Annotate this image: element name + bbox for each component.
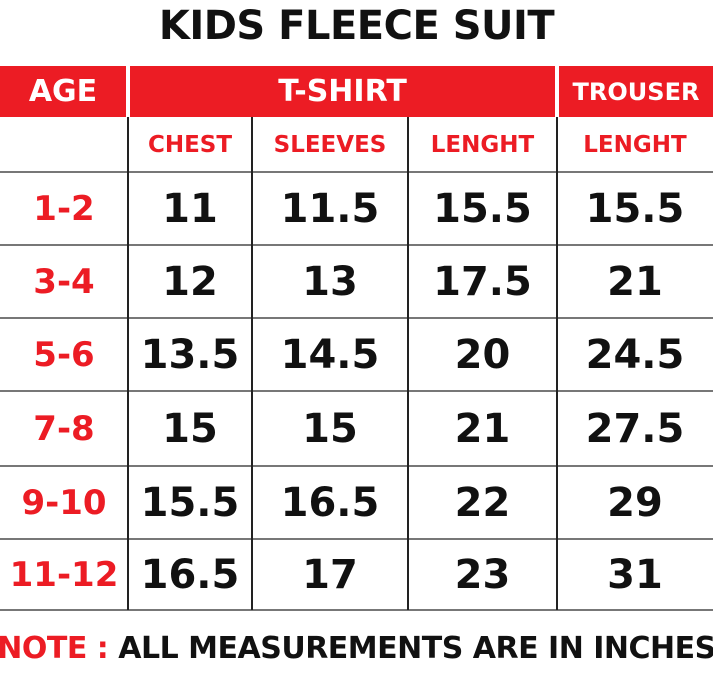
value-cell: 23 — [454, 551, 511, 598]
value-cell: 31 — [607, 551, 663, 598]
row-line — [0, 538, 713, 540]
row-line — [0, 465, 713, 467]
value-cell: 14.5 — [280, 331, 380, 378]
row-line — [0, 317, 713, 319]
header-cell: T-SHIRT — [130, 66, 555, 117]
age-cell: 1-2 — [33, 188, 95, 229]
value-cell: 11.5 — [280, 185, 380, 232]
value-cell: 13 — [302, 258, 358, 305]
subheader-cell: SLEEVES — [273, 131, 387, 158]
value-cell: 15 — [302, 405, 358, 452]
title: KIDS FLEECE SUIT — [158, 3, 555, 49]
note-label: NOTE : — [0, 630, 109, 666]
age-cell: 5-6 — [33, 334, 95, 375]
value-cell: 13.5 — [140, 331, 240, 378]
subheader-cell: CHEST — [147, 131, 233, 158]
value-cell: 15.5 — [585, 185, 685, 232]
note: NOTE : ALL MEASUREMENTS ARE IN INCHES — [0, 622, 713, 673]
value-cell: 22 — [454, 479, 511, 526]
age-cell: 7-8 — [33, 408, 95, 449]
row-line — [0, 390, 713, 392]
value-cell: 16.5 — [140, 551, 240, 598]
value-cell: 17.5 — [433, 258, 532, 305]
value-cell: 20 — [454, 331, 511, 378]
value-cell: 24.5 — [585, 331, 685, 378]
age-cell: 11-12 — [9, 554, 119, 595]
header-cell: AGE — [0, 66, 126, 117]
column-line — [251, 117, 253, 610]
column-line — [407, 117, 409, 610]
value-cell: 17 — [302, 551, 358, 598]
value-cell: 12 — [162, 258, 218, 305]
column-line — [127, 117, 129, 610]
value-cell: 21 — [607, 258, 663, 305]
age-cell: 9-10 — [21, 482, 107, 523]
value-cell: 15.5 — [433, 185, 532, 232]
header-cell: TROUSER — [559, 66, 713, 117]
subheader-cell: LENGHT — [430, 131, 535, 158]
value-cell: 21 — [454, 405, 511, 452]
note-text: ALL MEASUREMENTS ARE IN INCHES — [118, 630, 713, 666]
subheader-cell: LENGHT — [583, 131, 687, 158]
row-line — [0, 609, 713, 611]
value-cell: 16.5 — [280, 479, 380, 526]
value-cell: 15.5 — [140, 479, 240, 526]
age-cell: 3-4 — [33, 261, 95, 302]
row-line — [0, 244, 713, 246]
value-cell: 11 — [162, 185, 218, 232]
value-cell: 27.5 — [585, 405, 685, 452]
column-line — [556, 117, 558, 610]
value-cell: 15 — [162, 405, 218, 452]
row-line — [0, 171, 713, 173]
value-cell: 29 — [607, 479, 663, 526]
